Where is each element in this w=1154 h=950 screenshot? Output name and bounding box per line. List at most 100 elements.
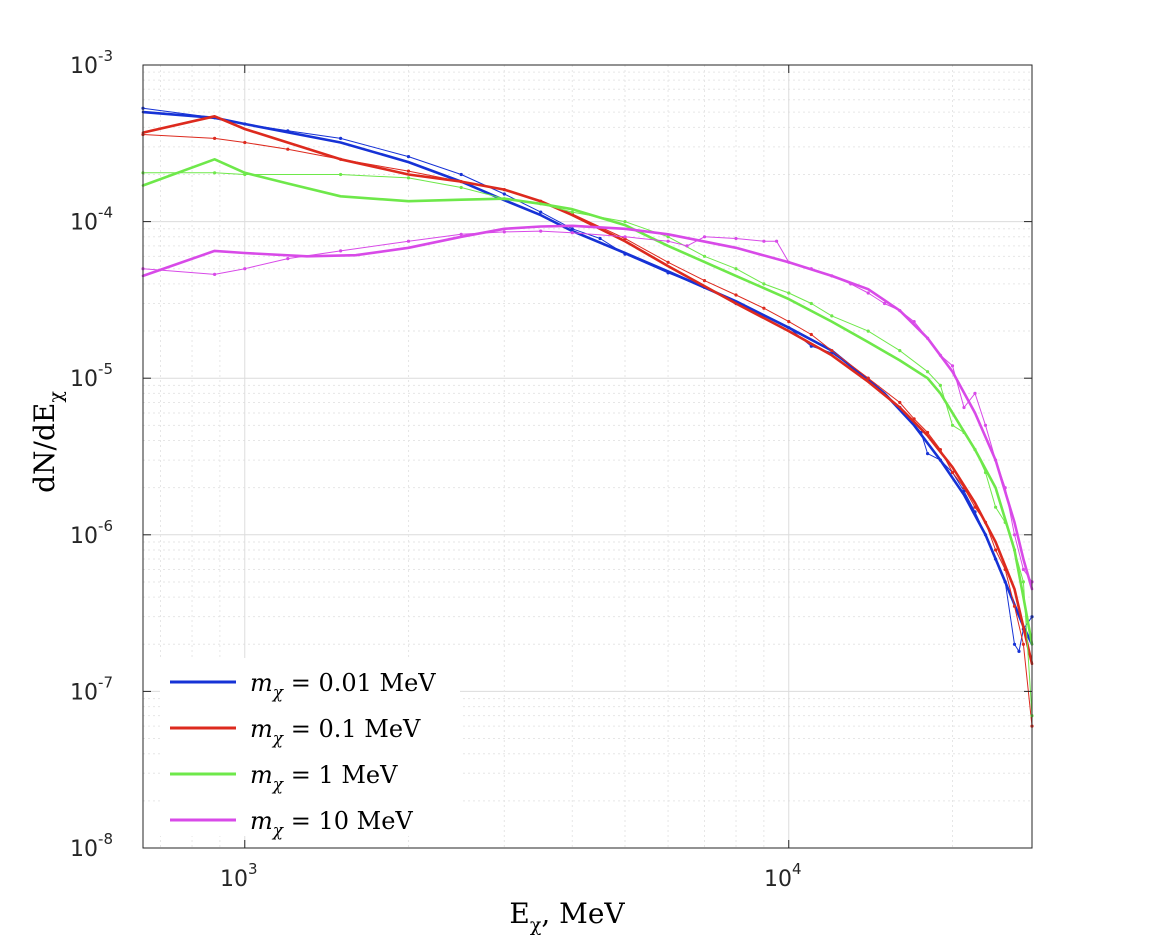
series-point bbox=[962, 405, 966, 410]
series-point bbox=[406, 176, 411, 180]
series-point bbox=[898, 400, 902, 405]
x-axis-title-sub: χ bbox=[530, 914, 542, 936]
legend-label: mχ = 0.01 MeV bbox=[250, 669, 436, 703]
x-tick-exponent: 4 bbox=[792, 860, 802, 878]
series-point bbox=[213, 272, 217, 276]
y-axis-title-main: dN/dE bbox=[28, 403, 61, 493]
legend-m: m bbox=[250, 761, 273, 789]
legend-label: mχ = 1 MeV bbox=[250, 761, 398, 795]
y-tick-base: 10 bbox=[70, 524, 98, 549]
series-point bbox=[570, 231, 574, 235]
series-point bbox=[213, 171, 217, 175]
legend-value: = 10 MeV bbox=[283, 807, 413, 835]
y-axis-title: dN/dEχ bbox=[28, 391, 67, 493]
series-group bbox=[141, 158, 1034, 718]
series-group bbox=[141, 224, 1034, 591]
y-tick-exponent: -8 bbox=[98, 830, 113, 848]
series-point bbox=[702, 235, 707, 239]
series-point bbox=[502, 230, 506, 234]
series-point bbox=[459, 185, 463, 190]
y-tick-exponent: -5 bbox=[98, 360, 113, 378]
series-simulated-line bbox=[143, 172, 1033, 716]
series-point bbox=[882, 301, 887, 306]
y-tick-label: 10-7 bbox=[70, 673, 113, 705]
series-point bbox=[973, 391, 977, 395]
series-point bbox=[623, 220, 627, 224]
series-point bbox=[950, 470, 955, 475]
series-point bbox=[459, 232, 463, 236]
legend-m: m bbox=[250, 669, 273, 697]
series-point bbox=[787, 320, 791, 324]
legend-value: = 1 MeV bbox=[283, 761, 398, 789]
series-smooth-line bbox=[141, 110, 1034, 646]
series-group bbox=[141, 115, 1034, 728]
series-point bbox=[213, 136, 217, 140]
y-tick-label: 10-5 bbox=[70, 360, 113, 392]
series-point bbox=[570, 210, 574, 214]
legend-m: m bbox=[250, 807, 273, 835]
series-point bbox=[243, 140, 247, 145]
series-point bbox=[502, 192, 506, 196]
series-point bbox=[666, 239, 670, 243]
legend-m: m bbox=[250, 715, 273, 743]
legend-sub: χ bbox=[272, 821, 285, 841]
y-axis-title-sub: χ bbox=[45, 391, 67, 403]
x-tick-label: 103 bbox=[220, 860, 258, 892]
series-point bbox=[938, 383, 943, 387]
x-tick-base: 10 bbox=[220, 867, 248, 892]
series-point bbox=[866, 291, 870, 295]
series-point bbox=[926, 370, 930, 374]
series-point bbox=[459, 172, 463, 177]
series-point bbox=[734, 293, 738, 297]
y-tick-exponent: -7 bbox=[98, 673, 113, 691]
series-point bbox=[286, 147, 290, 151]
series-point bbox=[775, 239, 779, 243]
series-point bbox=[950, 364, 955, 368]
series-point bbox=[243, 267, 247, 271]
series-point bbox=[702, 279, 707, 283]
series-point bbox=[994, 548, 998, 552]
y-tick-label: 10-8 bbox=[70, 830, 113, 862]
series-point bbox=[702, 254, 707, 258]
series-point bbox=[809, 332, 813, 337]
series-point bbox=[830, 349, 834, 353]
series-point bbox=[666, 260, 670, 264]
series-point bbox=[406, 169, 411, 173]
series-point bbox=[787, 291, 791, 295]
series-layer bbox=[141, 106, 1034, 728]
series-point bbox=[983, 423, 988, 427]
series-smooth-line bbox=[141, 115, 1034, 666]
series-point bbox=[830, 314, 834, 318]
series-point bbox=[666, 235, 670, 239]
legend-value: = 0.1 MeV bbox=[283, 715, 421, 743]
legend-sub: χ bbox=[272, 683, 285, 703]
y-tick-base: 10 bbox=[70, 211, 98, 236]
series-point bbox=[762, 306, 766, 310]
series-point bbox=[339, 172, 343, 177]
legend-background bbox=[160, 658, 460, 836]
series-point bbox=[734, 236, 738, 241]
legend-value: = 0.01 MeV bbox=[283, 669, 436, 697]
series-point bbox=[286, 257, 290, 261]
series-point bbox=[539, 210, 543, 214]
y-tick-label: 10-3 bbox=[70, 47, 113, 79]
x-axis-title-rest: , MeV bbox=[541, 897, 625, 930]
series-point bbox=[898, 349, 902, 353]
legend-label: mχ = 10 MeV bbox=[250, 807, 413, 841]
plot-area-frame bbox=[142, 64, 1033, 849]
series-point bbox=[926, 452, 930, 456]
series-point bbox=[950, 423, 955, 427]
x-tick-exponent: 3 bbox=[248, 860, 258, 878]
x-tick-label: 104 bbox=[764, 860, 802, 892]
y-tick-label: 10-4 bbox=[70, 204, 113, 236]
x-axis-title-main: E bbox=[509, 897, 529, 930]
series-point bbox=[734, 267, 738, 271]
series-point bbox=[539, 229, 543, 233]
series-point bbox=[866, 376, 870, 380]
series-point bbox=[406, 239, 411, 243]
y-tick-base: 10 bbox=[70, 367, 98, 392]
series-point bbox=[1021, 642, 1025, 646]
series-point bbox=[339, 249, 343, 253]
series-smooth-line bbox=[141, 224, 1034, 591]
